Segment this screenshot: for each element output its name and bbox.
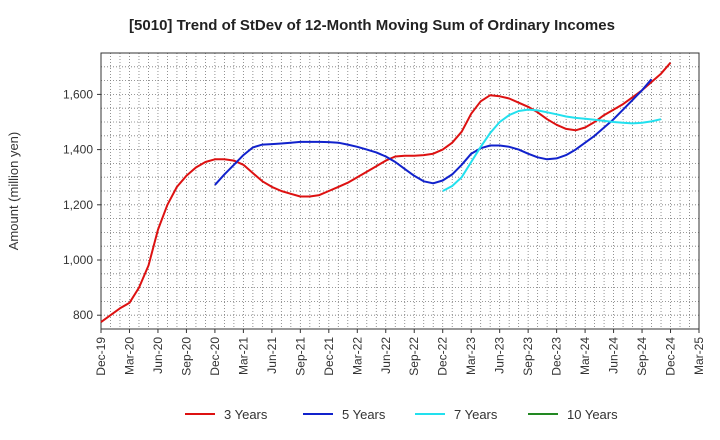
x-tick-label: Jun-23 [493,337,507,374]
x-tick-label: Mar-23 [464,337,478,375]
series-line-7-years [442,108,662,192]
legend: 3 Years 5 Years 7 Years 10 Years [185,407,618,422]
x-tick-label: Sep-21 [293,337,307,376]
y-tick-label: 1,400 [63,143,93,157]
x-tick-label: Mar-21 [236,337,250,375]
x-tick-label: Jun-24 [607,337,621,374]
x-tick-label: Mar-25 [692,337,706,375]
x-tick-label: Jun-20 [151,337,165,374]
y-tick-label: 1,600 [63,87,93,101]
x-tick-label: Dec-21 [322,337,336,376]
x-tick-label: Mar-24 [578,337,592,375]
x-tick-label: Sep-22 [407,337,421,376]
legend-label: 5 Years [342,407,386,422]
x-tick-label: Jun-22 [379,337,393,374]
legend-label: 7 Years [454,407,498,422]
legend-label: 3 Years [224,407,268,422]
series-line-3-years [100,62,672,323]
x-tick-label: Mar-22 [350,337,364,375]
x-tick-label: Sep-24 [635,337,649,376]
series-line-5-years [214,78,653,186]
plot-area [100,52,700,330]
x-tick-label: Dec-19 [94,337,108,376]
x-tick-label: Sep-20 [179,337,193,376]
x-tick-label: Sep-23 [521,337,535,376]
y-tick-label: 800 [73,308,93,322]
y-axis: 800 1,000 1,200 1,400 1,600 [63,87,101,322]
x-tick-label: Dec-20 [208,337,222,376]
x-tick-label: Dec-23 [550,337,564,376]
x-tick-label: Mar-20 [122,337,136,375]
x-axis: Dec-19 Mar-20 Jun-20 Sep-20 Dec-20 Mar-21 Jun-… [94,329,706,376]
y-tick-label: 1,000 [63,253,93,267]
chart-title: [5010] Trend of StDev of 12-Month Moving… [129,17,615,34]
y-tick-label: 1,200 [63,198,93,212]
y-axis-label: Amount (million yen) [6,132,21,251]
x-tick-label: Dec-24 [664,337,678,376]
x-tick-label: Dec-22 [436,337,450,376]
x-tick-label: Jun-21 [265,337,279,374]
series-lines [100,62,672,323]
legend-label: 10 Years [567,407,618,422]
grid [101,53,699,329]
